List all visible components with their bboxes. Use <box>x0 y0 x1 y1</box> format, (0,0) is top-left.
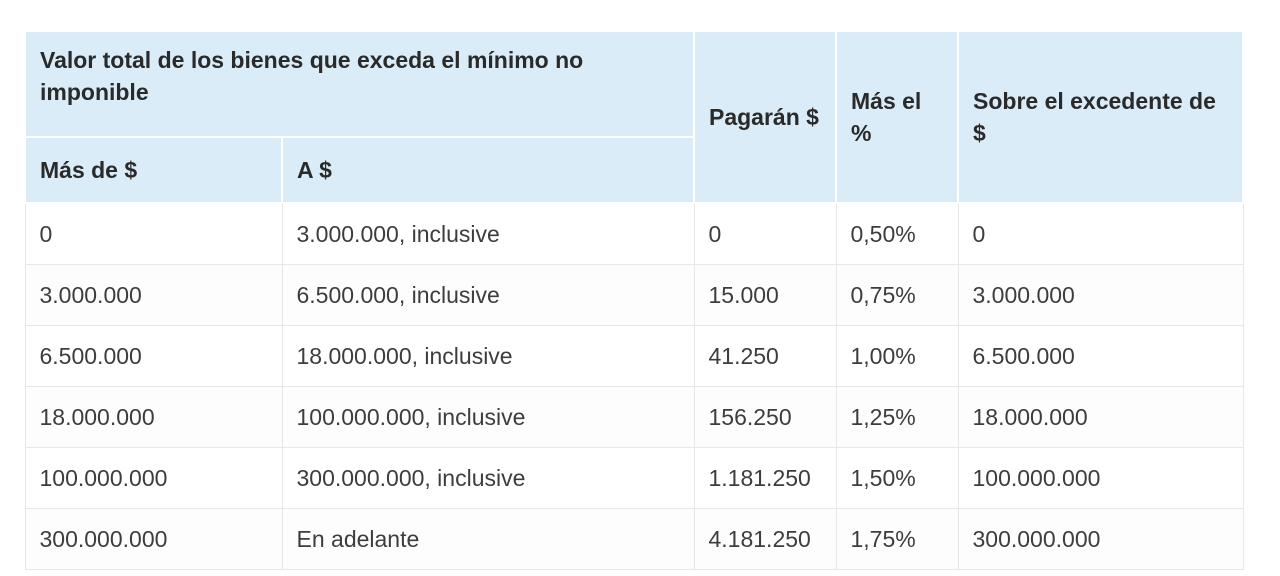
header-sobre-excedente: Sobre el excedente de $ <box>957 30 1244 204</box>
cell-sobre: 18.000.000 <box>957 386 1244 448</box>
cell-sobre: 3.000.000 <box>957 264 1244 326</box>
table-header: Valor total de los bienes que exceda el … <box>24 30 1244 204</box>
table-row: 18.000.000 100.000.000, inclusive 156.25… <box>24 386 1244 448</box>
cell-pagaran: 156.250 <box>693 386 837 448</box>
cell-mas-de: 6.500.000 <box>24 325 283 387</box>
table-row: 100.000.000 300.000.000, inclusive 1.181… <box>24 447 1244 509</box>
cell-mas-de: 18.000.000 <box>24 386 283 448</box>
cell-mas-de: 100.000.000 <box>24 447 283 509</box>
table-row: 3.000.000 6.500.000, inclusive 15.000 0,… <box>24 264 1244 326</box>
tax-rate-table: Valor total de los bienes que exceda el … <box>24 30 1244 570</box>
table-row: 0 3.000.000, inclusive 0 0,50% 0 <box>24 202 1244 265</box>
cell-a: 100.000.000, inclusive <box>281 386 695 448</box>
header-mas-de: Más de $ <box>24 136 283 204</box>
cell-a: 6.500.000, inclusive <box>281 264 695 326</box>
header-valor-total: Valor total de los bienes que exceda el … <box>24 30 695 138</box>
tax-table-container: Valor total de los bienes que exceda el … <box>24 30 1244 570</box>
cell-mas-el: 0,50% <box>835 202 959 265</box>
cell-sobre: 0 <box>957 202 1244 265</box>
header-row-sub: Más de $ A $ <box>24 136 1243 204</box>
table-row: 6.500.000 18.000.000, inclusive 41.250 1… <box>24 325 1244 387</box>
header-a: A $ <box>281 136 695 204</box>
cell-pagaran: 0 <box>693 202 837 265</box>
cell-a: 300.000.000, inclusive <box>281 447 695 509</box>
cell-mas-de: 0 <box>24 202 283 265</box>
cell-mas-el: 1,00% <box>835 325 959 387</box>
header-row-group: Valor total de los bienes que exceda el … <box>24 30 1244 204</box>
cell-sobre: 300.000.000 <box>957 508 1244 570</box>
cell-mas-el: 1,25% <box>835 386 959 448</box>
header-pagaran: Pagarán $ <box>693 30 837 204</box>
cell-sobre: 6.500.000 <box>957 325 1244 387</box>
header-mas-el: Más el % <box>835 30 959 204</box>
cell-a: 18.000.000, inclusive <box>281 325 695 387</box>
cell-pagaran: 41.250 <box>693 325 837 387</box>
cell-pagaran: 1.181.250 <box>693 447 837 509</box>
cell-mas-de: 3.000.000 <box>24 264 283 326</box>
table-body: 0 3.000.000, inclusive 0 0,50% 0 3.000.0… <box>24 202 1244 570</box>
cell-mas-el: 1,75% <box>835 508 959 570</box>
cell-mas-de: 300.000.000 <box>24 508 283 570</box>
cell-pagaran: 15.000 <box>693 264 837 326</box>
cell-sobre: 100.000.000 <box>957 447 1244 509</box>
cell-a: En adelante <box>281 508 695 570</box>
cell-mas-el: 0,75% <box>835 264 959 326</box>
cell-a: 3.000.000, inclusive <box>281 202 695 265</box>
table-row: 300.000.000 En adelante 4.181.250 1,75% … <box>24 508 1244 570</box>
cell-mas-el: 1,50% <box>835 447 959 509</box>
cell-pagaran: 4.181.250 <box>693 508 837 570</box>
